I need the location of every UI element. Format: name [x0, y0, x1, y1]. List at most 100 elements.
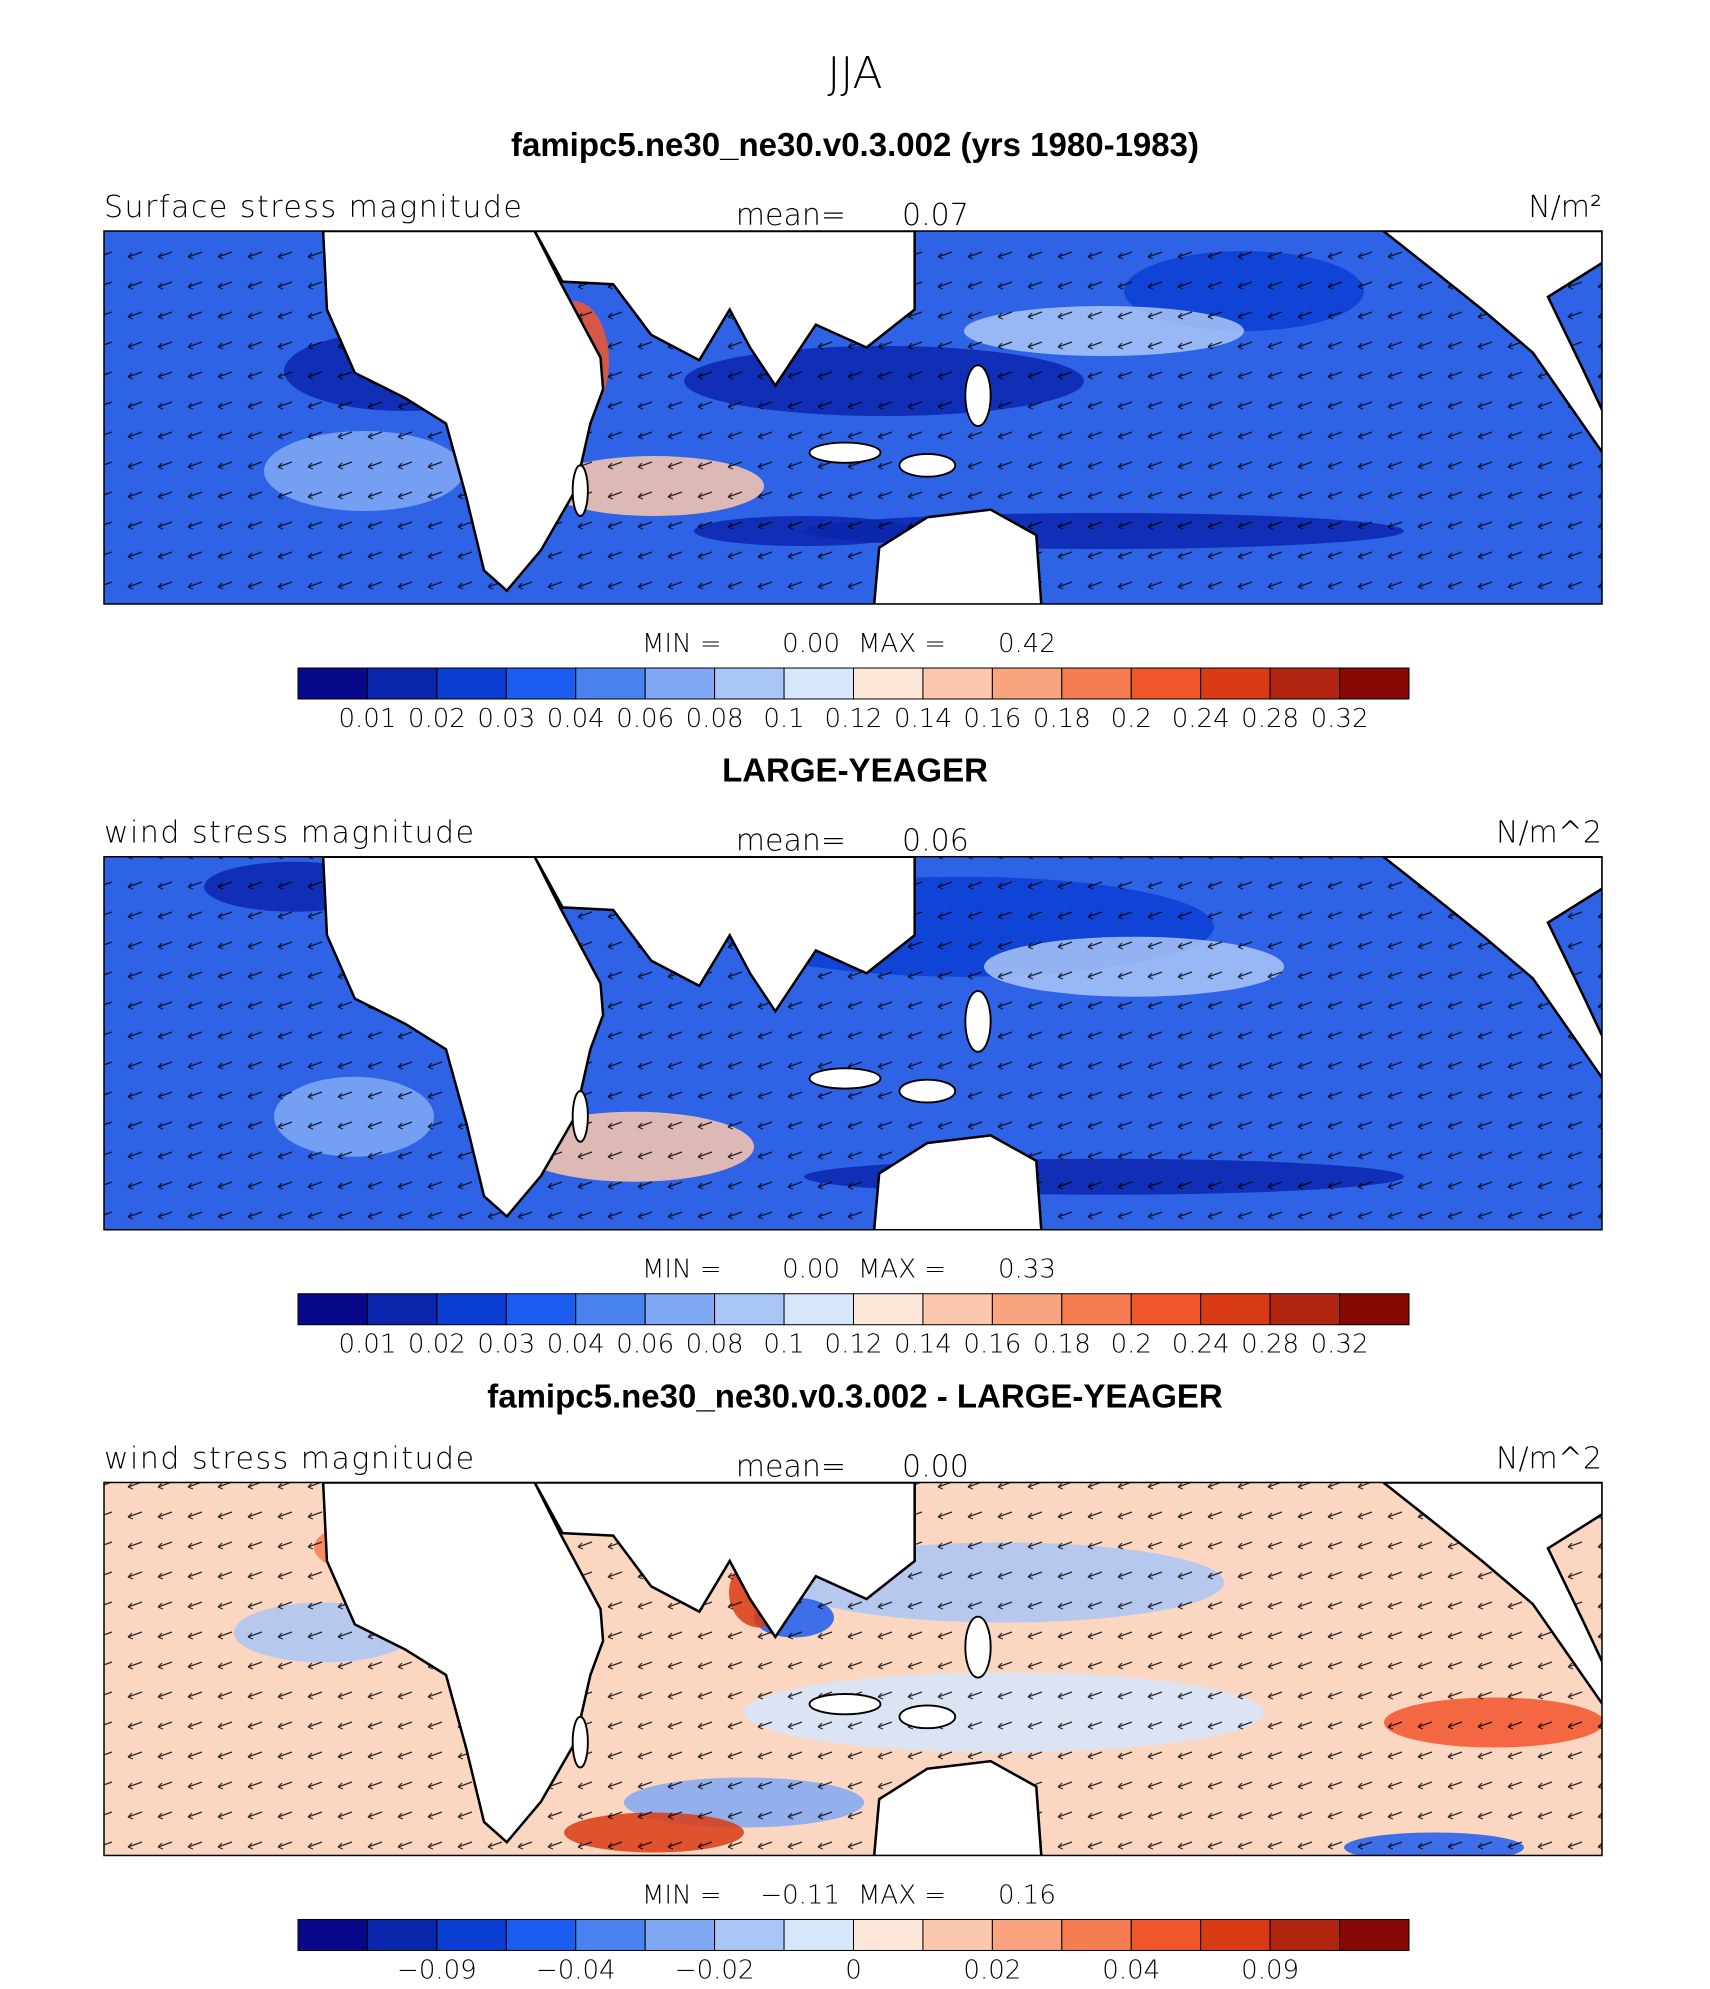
colorbar-label: 0.32 [1311, 1330, 1369, 1360]
colorbar-label: −0.09 [397, 1955, 477, 1985]
colorbar-label: 0.03 [477, 1330, 535, 1360]
colorbar-label: 0.12 [825, 704, 883, 734]
colorbar-label: −0.04 [536, 1955, 616, 1985]
colorbar-label: 0.24 [1172, 1330, 1230, 1360]
colorbar-label: −0.02 [675, 1955, 755, 1985]
colorbar-box [297, 1918, 368, 1951]
panel-title: famipc5.ne30_ne30.v0.3.002 (yrs 1980-198… [511, 126, 1199, 163]
min-label: MIN = [642, 1255, 722, 1285]
colorbar-label: 0.18 [1033, 704, 1091, 734]
colorbar-box [853, 1293, 924, 1326]
units-label: N/m^2 [1496, 1441, 1602, 1476]
figure-title: JJA [827, 48, 882, 99]
colorbar-label: 0.24 [1172, 704, 1230, 734]
colorbar-box [505, 667, 577, 700]
colorbar-label: 0.01 [338, 704, 396, 734]
colorbar-label: 0.1 [763, 1330, 804, 1360]
colorbar-label: 0.1 [763, 704, 804, 734]
colorbar-box [1200, 667, 1271, 700]
min-value: 0.00 [782, 629, 840, 659]
panel-title: LARGE-YEAGER [722, 752, 988, 789]
min-value: −0.11 [760, 1880, 840, 1910]
colorbar-box [436, 1293, 507, 1326]
colorbar-box [853, 667, 924, 700]
colorbar-box [1339, 1293, 1410, 1326]
colorbar-box [922, 1293, 993, 1326]
colorbar-box [1061, 667, 1132, 700]
map-field [104, 231, 1602, 604]
max-value: 0.16 [998, 1880, 1056, 1910]
colorbar-box [297, 667, 368, 700]
colorbar-box [366, 1293, 438, 1326]
colorbar-label: 0.08 [686, 704, 744, 734]
colorbar-box [991, 1918, 1063, 1951]
colorbar-label: 0.02 [408, 704, 466, 734]
colorbar-box [575, 667, 646, 700]
mean-value: 0.00 [902, 1449, 969, 1484]
colorbar-label: 0.2 [1111, 1330, 1152, 1360]
colorbar-box [1339, 667, 1410, 700]
colorbar-label: 0.28 [1241, 704, 1299, 734]
colorbar-label: 0.06 [616, 1330, 674, 1360]
colorbar-box [1269, 1293, 1341, 1326]
colorbar-label: 0.03 [477, 704, 535, 734]
map [103, 1481, 1603, 1857]
map-field [104, 856, 1602, 1230]
colorbar-box [783, 1918, 854, 1951]
mean-label: mean= [736, 824, 846, 859]
colorbar-label: 0.32 [1311, 704, 1369, 734]
max-label: MAX = [858, 629, 946, 659]
max-label: MAX = [858, 1880, 946, 1910]
map [103, 230, 1603, 605]
colorbar-label: 0.28 [1241, 1330, 1299, 1360]
colorbar-box [991, 667, 1063, 700]
colorbar-label: 0.09 [1241, 1955, 1299, 1985]
colorbar-box [644, 1293, 716, 1326]
units-label: N/m^2 [1496, 816, 1602, 851]
colorbar-box [1061, 1918, 1132, 1951]
map-frame [103, 1481, 1603, 1857]
colorbar-box [644, 667, 716, 700]
colorbar-box [1130, 1918, 1202, 1951]
mean-label: mean= [736, 1449, 846, 1484]
mean-value: 0.07 [902, 198, 969, 233]
colorbar-label: 0.14 [894, 704, 952, 734]
colorbar-box [436, 667, 507, 700]
colorbar-box [297, 1293, 368, 1326]
min-label: MIN = [642, 629, 722, 659]
panel: famipc5.ne30_ne30.v0.3.002 (yrs 1980-198… [103, 126, 1603, 734]
colorbar-box [644, 1918, 716, 1951]
mean-value: 0.06 [902, 824, 969, 859]
mean-label: mean= [736, 198, 846, 233]
max-value: 0.42 [998, 629, 1056, 659]
colorbar-label: 0.02 [963, 1955, 1021, 1985]
colorbar-label: 0.14 [894, 1330, 952, 1360]
colorbar-box [1130, 1293, 1202, 1326]
colorbar-label: 0.06 [616, 704, 674, 734]
colorbar-box [366, 667, 438, 700]
map [103, 855, 1603, 1231]
colorbar-label: 0.04 [547, 704, 605, 734]
colorbar-box [783, 667, 854, 700]
map-field [104, 1482, 1602, 1856]
colorbar-label: 0.08 [686, 1330, 744, 1360]
colorbar-label: 0.04 [547, 1330, 605, 1360]
max-label: MAX = [858, 1255, 946, 1285]
colorbar-box [1269, 667, 1341, 700]
variable-label: wind stress magnitude [104, 1441, 476, 1476]
colorbar-box [1269, 1918, 1341, 1951]
min-label: MIN = [642, 1880, 722, 1910]
colorbar-box [436, 1918, 507, 1951]
colorbar-box [991, 1293, 1063, 1326]
panel-title: famipc5.ne30_ne30.v0.3.002 - LARGE-YEAGE… [487, 1377, 1223, 1414]
min-value: 0.00 [782, 1255, 840, 1285]
colorbar-label: 0.12 [825, 1330, 883, 1360]
colorbar-label: 0.16 [963, 704, 1021, 734]
colorbar-box [714, 667, 785, 700]
colorbar-box [366, 1918, 438, 1951]
colorbar-label: 0.2 [1111, 704, 1152, 734]
colorbar-box [714, 1918, 785, 1951]
panel: famipc5.ne30_ne30.v0.3.002 - LARGE-YEAGE… [103, 1377, 1603, 1985]
